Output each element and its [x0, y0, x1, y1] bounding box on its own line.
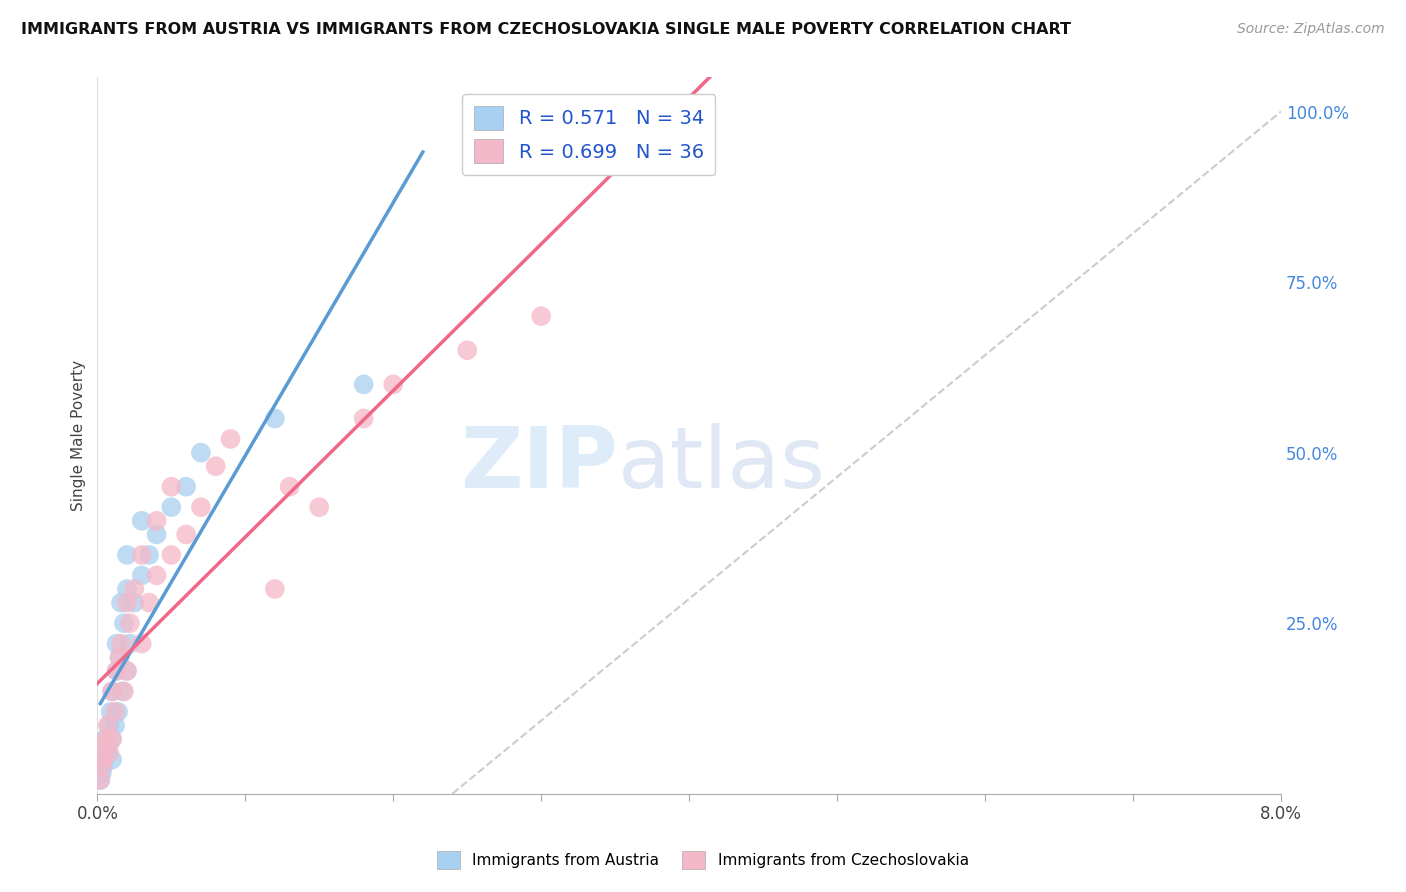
- Text: IMMIGRANTS FROM AUSTRIA VS IMMIGRANTS FROM CZECHOSLOVAKIA SINGLE MALE POVERTY CO: IMMIGRANTS FROM AUSTRIA VS IMMIGRANTS FR…: [21, 22, 1071, 37]
- Point: [101, 684, 124, 698]
- Point: [124, 582, 146, 596]
- Point: [138, 596, 160, 610]
- Point: [96, 746, 118, 760]
- Point: [115, 548, 138, 562]
- Point: [110, 596, 132, 610]
- Point: [101, 684, 124, 698]
- Point: [204, 459, 226, 474]
- Point: [145, 514, 167, 528]
- Point: [145, 568, 167, 582]
- Point: [115, 664, 138, 678]
- Y-axis label: Single Male Poverty: Single Male Poverty: [72, 360, 86, 511]
- Point: [105, 664, 128, 678]
- Point: [112, 684, 135, 698]
- Point: [278, 480, 301, 494]
- Point: [382, 377, 405, 392]
- Point: [94, 753, 117, 767]
- Point: [115, 596, 138, 610]
- Point: [89, 772, 111, 787]
- Point: [98, 718, 121, 732]
- Point: [90, 759, 112, 773]
- Point: [264, 411, 287, 425]
- Point: [105, 637, 128, 651]
- Point: [456, 343, 478, 358]
- Point: [98, 746, 121, 760]
- Point: [160, 548, 183, 562]
- Point: [264, 582, 287, 596]
- Point: [89, 772, 111, 787]
- Point: [219, 432, 242, 446]
- Point: [118, 637, 141, 651]
- Point: [101, 732, 124, 747]
- Point: [190, 445, 212, 459]
- Point: [108, 650, 131, 665]
- Point: [94, 732, 117, 747]
- Point: [530, 309, 553, 323]
- Point: [131, 637, 153, 651]
- Point: [104, 718, 127, 732]
- Point: [97, 739, 120, 753]
- Point: [174, 480, 197, 494]
- Point: [190, 500, 212, 515]
- Point: [308, 500, 330, 515]
- Text: Source: ZipAtlas.com: Source: ZipAtlas.com: [1237, 22, 1385, 37]
- Point: [131, 568, 153, 582]
- Point: [118, 616, 141, 631]
- Point: [90, 766, 112, 780]
- Point: [124, 596, 146, 610]
- Point: [101, 732, 124, 747]
- Point: [104, 705, 127, 719]
- Point: [115, 664, 138, 678]
- Point: [91, 753, 114, 767]
- Point: [110, 637, 132, 651]
- Point: [160, 500, 183, 515]
- Point: [115, 582, 138, 596]
- Point: [353, 377, 375, 392]
- Point: [96, 732, 118, 747]
- Point: [353, 411, 375, 425]
- Point: [145, 527, 167, 541]
- Point: [112, 616, 135, 631]
- Point: [100, 705, 122, 719]
- Point: [94, 739, 117, 753]
- Point: [101, 753, 124, 767]
- Point: [107, 705, 129, 719]
- Point: [131, 548, 153, 562]
- Point: [91, 759, 114, 773]
- Point: [105, 664, 128, 678]
- Point: [131, 514, 153, 528]
- Point: [174, 527, 197, 541]
- Text: atlas: atlas: [619, 423, 827, 506]
- Legend: R = 0.571   N = 34, R = 0.699   N = 36: R = 0.571 N = 34, R = 0.699 N = 36: [463, 95, 716, 175]
- Point: [111, 684, 134, 698]
- Point: [108, 650, 131, 665]
- Legend: Immigrants from Austria, Immigrants from Czechoslovakia: Immigrants from Austria, Immigrants from…: [432, 845, 974, 875]
- Point: [160, 480, 183, 494]
- Point: [138, 548, 160, 562]
- Point: [97, 718, 120, 732]
- Text: ZIP: ZIP: [460, 423, 619, 506]
